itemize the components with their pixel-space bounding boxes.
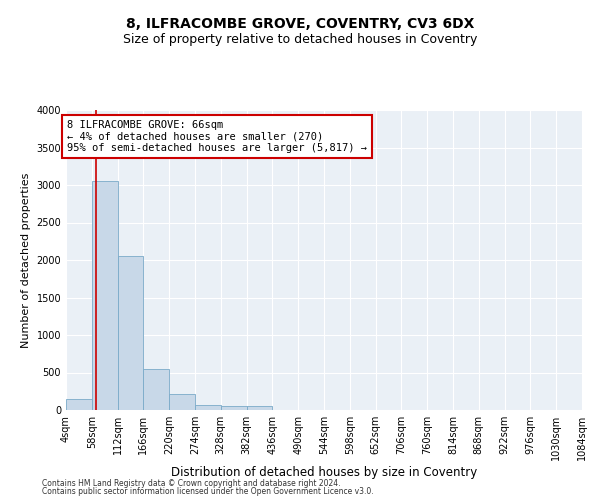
Bar [118,256,143,410]
Text: 8 ILFRACOMBE GROVE: 66sqm
← 4% of detached houses are smaller (270)
95% of semi-: 8 ILFRACOMBE GROVE: 66sqm ← 4% of detach… [67,120,367,153]
Bar [92,181,118,410]
Bar [169,394,195,410]
Bar [66,399,92,410]
X-axis label: Distribution of detached houses by size in Coventry: Distribution of detached houses by size … [171,466,477,478]
Y-axis label: Number of detached properties: Number of detached properties [21,172,31,348]
Text: Contains HM Land Registry data © Crown copyright and database right 2024.: Contains HM Land Registry data © Crown c… [42,478,341,488]
Text: Size of property relative to detached houses in Coventry: Size of property relative to detached ho… [123,32,477,46]
Text: 8, ILFRACOMBE GROVE, COVENTRY, CV3 6DX: 8, ILFRACOMBE GROVE, COVENTRY, CV3 6DX [126,18,474,32]
Bar [221,406,247,410]
Bar [195,405,221,410]
Bar [247,406,272,410]
Text: Contains public sector information licensed under the Open Government Licence v3: Contains public sector information licen… [42,487,374,496]
Bar [143,369,169,410]
